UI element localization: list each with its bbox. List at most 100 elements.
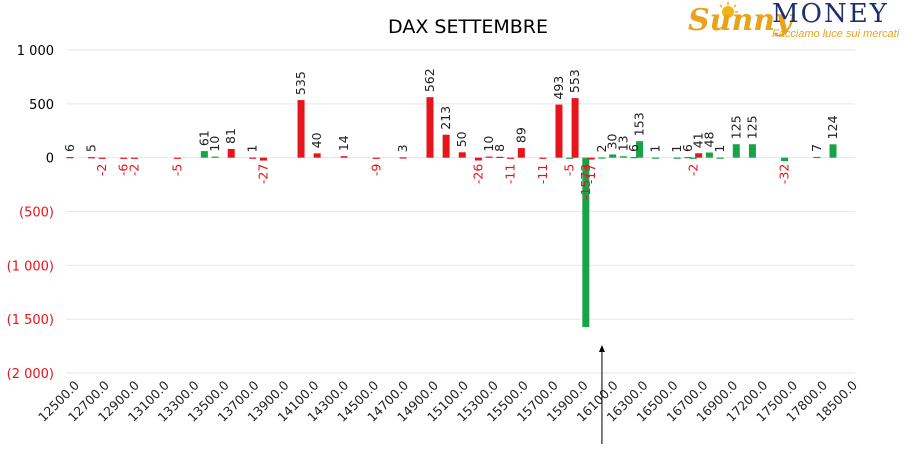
bar [507,157,515,159]
bar [748,144,756,158]
bar [399,157,407,159]
bar [813,156,821,159]
data-label: 124 [825,115,840,139]
data-label: -32 [777,164,792,184]
data-label: 5 [83,144,98,152]
bar [496,156,504,159]
data-label: 6 [680,144,695,152]
logo-graphic: Sunny MONEY Facciamo luce sui mercati [688,0,900,40]
y-tick-label: (2 000) [7,367,54,382]
data-label: 1 [712,145,727,153]
annotation-marker [598,345,605,444]
data-label: 2 [594,144,609,152]
data-label: -27 [255,164,270,184]
bar [781,157,789,162]
data-label: 125 [728,115,743,139]
data-label: 213 [438,106,453,130]
data-label: 125 [744,115,759,139]
data-label: -5 [169,164,184,176]
data-label: 553 [567,69,582,93]
bar [211,156,219,158]
bar [297,100,305,158]
bar [539,157,547,159]
data-label: -17 [583,164,598,184]
logo-word-sunny: Sunny [688,3,795,38]
bar [587,157,595,160]
bar [555,104,563,158]
arrow-up-icon [598,345,605,352]
bar [705,152,713,158]
data-label: 535 [293,71,308,95]
bar [249,157,257,159]
data-label: 493 [551,76,566,100]
bar [98,157,106,159]
data-label: 61 [196,130,211,146]
bar [695,153,703,158]
data-label: -11 [503,164,518,184]
data-label: 1 [245,145,260,153]
bar [372,157,380,159]
data-label: 3 [395,144,410,152]
data-label: 562 [422,68,437,92]
data-label: 10 [207,136,222,152]
bar [673,157,681,159]
y-tick-label: (500) [19,206,54,221]
data-label: 40 [309,132,324,148]
x-axis-ticks: 12500.012700.012900.013100.013300.013500… [35,377,860,424]
data-label: 14 [336,135,351,151]
bar [340,156,348,158]
data-label: 6 [626,144,641,152]
data-label: 30 [605,133,620,149]
data-label: 153 [632,112,647,136]
bar [458,152,466,158]
data-label: 8 [492,144,507,152]
bar [732,144,740,158]
bar [630,157,638,159]
data-label: -2 [685,164,700,176]
bar [517,148,525,158]
y-tick-label: (1 000) [7,259,54,274]
data-label: -1573 [578,164,593,200]
bar [598,157,606,159]
bar [442,134,450,158]
data-label: 81 [223,128,238,144]
bar [87,157,95,159]
bar [485,156,493,158]
bar [619,156,627,158]
data-label: -11 [535,164,550,184]
bar [566,157,574,159]
logo: Sunny MONEY Facciamo luce sui mercati [688,0,910,42]
data-label: -26 [470,164,485,184]
y-tick-label: 500 [29,98,54,113]
data-label: -9 [368,164,383,177]
data-label: 41 [691,132,706,148]
bar [173,157,181,159]
data-label: -6 [116,164,131,177]
data-label: -2 [126,164,141,176]
bar [259,157,267,161]
bar [120,157,128,159]
bar [652,157,660,159]
bar [689,157,697,159]
data-label: -5 [562,164,577,176]
bar [571,98,579,158]
y-tick-label: (1 500) [7,313,54,328]
gridlines [66,49,855,374]
bar [200,151,208,158]
bar [313,153,321,158]
sun-icon [719,2,738,18]
y-axis-ticks: 1 000 500 0 (500) (1 000) (1 500) (2 000) [7,44,54,382]
y-tick-label: 0 [46,152,54,167]
logo-tagline: Facciamo luce sui mercati [772,28,900,40]
data-label: 10 [481,136,496,152]
data-label: 89 [513,127,528,143]
data-label: 1 [648,145,663,153]
data-label: -2 [94,164,109,176]
bar [829,144,837,158]
bar [636,141,644,158]
data-label: 7 [809,144,824,152]
data-label: 48 [701,132,716,148]
data-label: 50 [454,131,469,147]
